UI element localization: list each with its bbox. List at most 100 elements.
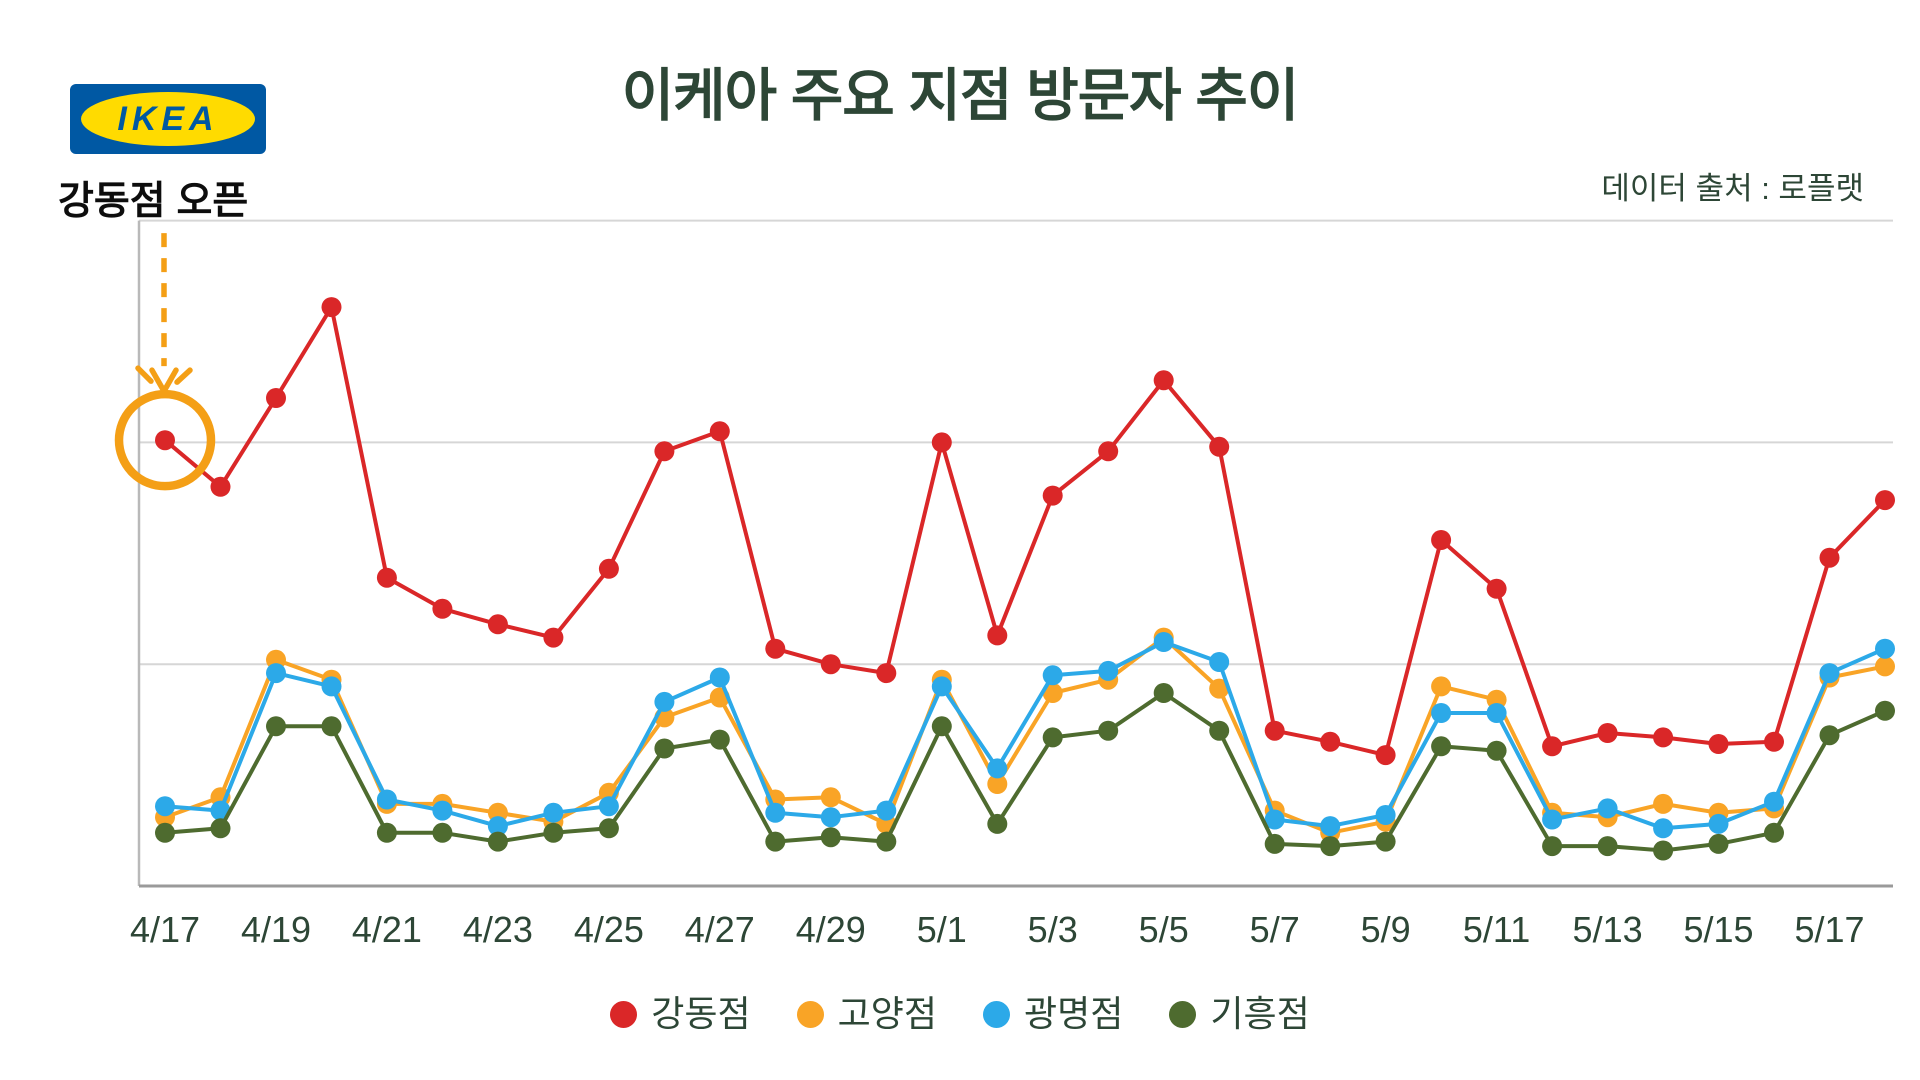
series-2-point-8 [598, 796, 619, 817]
series-1-point-15 [987, 774, 1008, 794]
series-2-point-4 [376, 789, 397, 810]
series-3-point-25 [1542, 836, 1563, 857]
series-3-point-29 [1764, 822, 1784, 843]
series-0-point-3 [321, 297, 342, 318]
annotation-circle [114, 389, 216, 491]
series-0-point-16 [1042, 485, 1063, 506]
series-1-point-12 [820, 787, 841, 808]
annotation-arrow-head [149, 367, 179, 397]
series-1-point-19 [1209, 678, 1230, 699]
series-2-point-12 [820, 807, 841, 828]
series-0-point-24 [1486, 578, 1507, 599]
series-0-point-15 [987, 625, 1008, 646]
series-0-point-25 [1542, 736, 1563, 757]
series-3-point-23 [1431, 736, 1452, 757]
series-2-point-15 [987, 758, 1008, 779]
series-0-point-11 [765, 638, 786, 659]
series-2-point-30 [1819, 663, 1840, 684]
x-tick-label: 4/17 [130, 909, 200, 950]
series-2-point-14 [931, 676, 952, 697]
legend-label-0: 강동점 [651, 993, 751, 1034]
series-3-point-6 [487, 831, 508, 852]
x-tick-label: 4/23 [463, 909, 533, 950]
series-1-point-16 [1042, 683, 1063, 703]
series-1-point-31 [1875, 656, 1895, 677]
series-3-point-3 [321, 716, 342, 737]
series-2-point-7 [543, 802, 564, 823]
series-2-point-27 [1653, 818, 1674, 839]
series-0-point-4 [376, 567, 397, 588]
series-3-point-28 [1708, 833, 1729, 854]
legend-dot-3 [1169, 1000, 1197, 1028]
series-0-point-28 [1708, 734, 1729, 754]
series-3-point-9 [654, 738, 675, 759]
series-3-point-18 [1153, 683, 1174, 703]
series-2-point-22 [1375, 805, 1396, 825]
page-title: 이케아 주요 지점 방문자 추이 [621, 64, 1300, 128]
x-tick-label: 5/3 [1028, 909, 1078, 950]
series-2-point-18 [1153, 632, 1174, 652]
series-0-point-6 [487, 614, 508, 635]
series-2-point-2 [266, 663, 286, 684]
series-line-0 [163, 305, 1887, 758]
annotation-label: 강동점 오픈 [58, 180, 249, 223]
series-2-point-10 [709, 667, 730, 688]
ikea-logo-ellipse: IKEA [81, 92, 255, 146]
x-tick-label: 5/7 [1250, 909, 1300, 950]
series-2-point-5 [432, 800, 453, 821]
series-2-point-16 [1042, 665, 1063, 686]
series-0-point-21 [1320, 731, 1341, 752]
x-tick-label: 5/17 [1794, 909, 1864, 950]
series-3-point-24 [1486, 740, 1507, 761]
series-0-point-19 [1209, 436, 1230, 457]
series-2-point-0 [155, 796, 175, 817]
chart-legend: 강동점 고양점 광명점 기흥점 [0, 996, 1920, 1032]
legend-dot-1 [796, 1000, 824, 1028]
ikea-logo: IKEA [70, 84, 266, 154]
x-tick-label: 4/19 [241, 909, 311, 950]
series-2-point-24 [1486, 703, 1507, 723]
x-tick-label: 4/29 [796, 909, 866, 950]
series-3-point-2 [266, 716, 286, 737]
series-2-point-19 [1209, 652, 1230, 672]
series-2-point-29 [1764, 791, 1784, 812]
series-1-point-23 [1431, 676, 1452, 697]
legend-dot-0 [610, 1000, 638, 1028]
series-2-point-23 [1431, 703, 1452, 723]
series-3-point-30 [1819, 725, 1840, 746]
series-line-3 [164, 691, 1886, 853]
series-0-point-31 [1875, 490, 1895, 511]
series-3-point-5 [432, 822, 453, 843]
series-3-point-10 [709, 729, 730, 750]
series-3-point-8 [598, 818, 619, 839]
series-3-point-31 [1875, 700, 1895, 721]
series-0-point-30 [1819, 547, 1840, 568]
series-0-point-12 [820, 654, 841, 675]
series-2-point-3 [321, 676, 342, 697]
series-2-point-25 [1542, 809, 1563, 830]
series-3-point-26 [1597, 836, 1618, 857]
legend-item-1: 고양점 [796, 996, 937, 1032]
annotation-burst-right [174, 367, 193, 385]
series-3-point-13 [876, 831, 897, 852]
series-3-point-1 [210, 818, 231, 839]
legend-item-2: 광명점 [983, 996, 1123, 1032]
series-0-point-22 [1375, 745, 1396, 766]
series-0-point-7 [543, 627, 564, 648]
series-2-point-17 [1098, 660, 1119, 681]
ikea-logo-text: IKEA [117, 100, 219, 138]
series-1-point-27 [1653, 793, 1674, 814]
series-3-point-14 [931, 716, 952, 737]
x-tick-label: 5/1 [917, 909, 967, 950]
series-3-point-0 [155, 822, 175, 843]
series-3-point-12 [820, 827, 841, 848]
series-3-point-20 [1264, 833, 1285, 854]
series-2-point-31 [1875, 638, 1895, 659]
x-tick-label: 4/27 [685, 909, 755, 950]
annotation-burst-left [135, 365, 154, 384]
series-2-point-13 [876, 800, 897, 821]
x-tick-label: 5/13 [1573, 909, 1643, 950]
series-2-point-20 [1264, 809, 1285, 830]
